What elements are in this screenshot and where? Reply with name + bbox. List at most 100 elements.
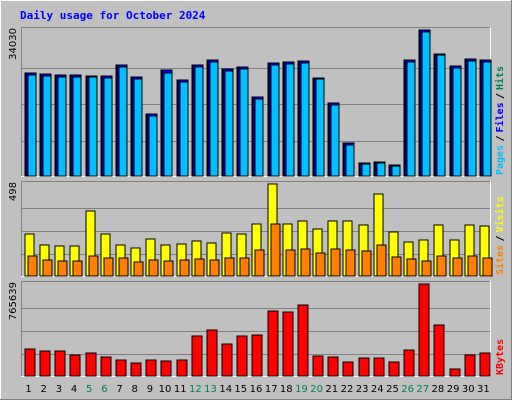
bar-kbytes-day-9: [145, 359, 157, 377]
bar-pages-day-10: [163, 72, 173, 177]
bar-pages-day-24: [376, 162, 386, 177]
x-tick-label: 12: [189, 384, 202, 395]
bar-kbytes-day-14: [221, 343, 233, 377]
x-tick-label: 24: [371, 384, 384, 395]
x-tick-label: 10: [159, 384, 172, 395]
bar-kbytes-day-11: [176, 359, 188, 377]
bar-sites-day-13: [209, 259, 220, 277]
bar-pages-day-15: [239, 68, 249, 177]
bar-pages-day-1: [27, 74, 37, 177]
bar-pages-day-2: [42, 75, 52, 177]
bar-sites-day-31: [482, 257, 493, 277]
bar-kbytes-day-6: [100, 356, 112, 377]
bar-pages-day-27: [421, 31, 431, 177]
bar-kbytes-day-20: [312, 355, 324, 377]
bar-sites-day-26: [406, 258, 417, 277]
chart-title: Daily usage for October 2024: [20, 9, 206, 22]
x-tick-label: 11: [174, 384, 187, 395]
x-tick-label: 26: [401, 384, 414, 395]
x-tick-labels: 1 2 3 4 5 6 7 8 9 10 11 12 13 14 15 16 17 18 19 20 21 22 23 24 2…: [25, 384, 489, 395]
bar-kbytes-day-7: [115, 359, 127, 377]
legend-separator: /: [495, 235, 506, 241]
bar-kbytes-day-13: [206, 329, 218, 377]
bar-sites-day-10: [163, 260, 174, 277]
bar-pages-day-30: [467, 60, 477, 177]
y-max-label-hits: 34030: [8, 28, 19, 60]
bar-sites-day-12: [194, 258, 205, 277]
bar-pages-day-16: [254, 98, 264, 177]
x-tick-label: 27: [416, 384, 429, 395]
bar-pages-day-29: [452, 67, 462, 177]
bar-pages-day-18: [285, 63, 295, 177]
y-max-label-visits: 498: [8, 182, 19, 201]
bar-sites-day-19: [300, 248, 311, 277]
bar-kbytes-day-22: [342, 361, 354, 377]
bar-sites-day-29: [452, 257, 463, 277]
bar-sites-day-11: [179, 259, 190, 277]
bar-kbytes-day-10: [160, 360, 172, 377]
bar-sites-day-16: [254, 249, 265, 277]
x-tick-label: 15: [234, 384, 247, 395]
bar-kbytes-day-31: [479, 352, 491, 377]
x-tick-label: 14: [219, 384, 232, 395]
legend-separator: /: [495, 93, 506, 99]
bar-kbytes-day-29: [449, 368, 461, 377]
bar-sites-day-27: [421, 260, 432, 277]
bar-pages-day-8: [133, 78, 143, 177]
bar-kbytes-day-12: [191, 335, 203, 377]
bar-kbytes-day-8: [130, 362, 142, 377]
legend-files: Files: [494, 102, 506, 132]
bar-kbytes-day-24: [373, 357, 385, 377]
bar-kbytes-day-1: [24, 348, 36, 377]
bar-pages-day-5: [88, 76, 98, 177]
bar-sites-day-3: [57, 260, 68, 277]
bar-sites-day-30: [467, 255, 478, 277]
x-tick-label: 25: [386, 384, 399, 395]
bar-pages-day-6: [103, 77, 113, 177]
bar-kbytes-day-17: [267, 310, 279, 377]
x-tick-label: 20: [310, 384, 323, 395]
bar-sites-day-2: [42, 259, 53, 277]
bar-kbytes-day-5: [85, 352, 97, 377]
bar-sites-day-28: [436, 255, 447, 277]
bar-pages-day-17: [270, 64, 280, 177]
bar-sites-day-1: [27, 255, 38, 277]
x-tick-label: 8: [132, 384, 138, 395]
bar-pages-day-28: [436, 54, 446, 177]
bar-pages-day-19: [300, 62, 310, 177]
bar-pages-day-7: [118, 66, 128, 177]
legend-visits: Visits: [494, 196, 506, 232]
legend-separator: /: [495, 135, 506, 141]
x-tick-label: 1: [25, 384, 31, 395]
bar-pages-day-11: [179, 81, 189, 177]
x-tick-label: 30: [462, 384, 475, 395]
legend-hits: Hits: [494, 66, 506, 90]
bar-pages-day-14: [224, 70, 234, 177]
bar-pages-day-22: [345, 144, 355, 177]
x-tick-label: 17: [265, 384, 278, 395]
bar-kbytes-day-26: [403, 349, 415, 377]
x-tick-label: 16: [250, 384, 263, 395]
bar-pages-day-25: [391, 165, 401, 177]
bar-sites-day-17: [270, 223, 281, 277]
bar-kbytes-day-4: [69, 354, 81, 377]
x-tick-label: 4: [71, 384, 77, 395]
bar-sites-day-6: [103, 257, 114, 277]
bar-pages-day-3: [57, 76, 67, 177]
panel-visits: 498 Sites / Visits: [8, 181, 506, 277]
bar-sites-day-25: [391, 256, 402, 277]
bar-sites-day-7: [118, 257, 129, 277]
bar-pages-day-13: [209, 61, 219, 177]
y-max-label-kbytes: 765639: [8, 282, 19, 320]
bar-kbytes-day-30: [464, 354, 476, 377]
bar-pages-day-9: [148, 115, 158, 177]
x-tick-label: 31: [477, 384, 490, 395]
bar-sites-day-8: [133, 261, 144, 277]
x-tick-label: 2: [41, 384, 47, 395]
bar-sites-day-23: [361, 250, 372, 277]
x-tick-label: 13: [204, 384, 217, 395]
bar-pages-day-21: [330, 104, 340, 177]
legend-pages: Pages: [495, 145, 506, 175]
x-tick-label: 21: [325, 384, 338, 395]
